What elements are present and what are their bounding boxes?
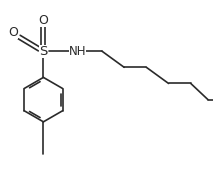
- Text: S: S: [39, 45, 48, 58]
- Text: O: O: [39, 14, 48, 27]
- Text: NH: NH: [69, 45, 86, 58]
- Text: O: O: [8, 26, 18, 39]
